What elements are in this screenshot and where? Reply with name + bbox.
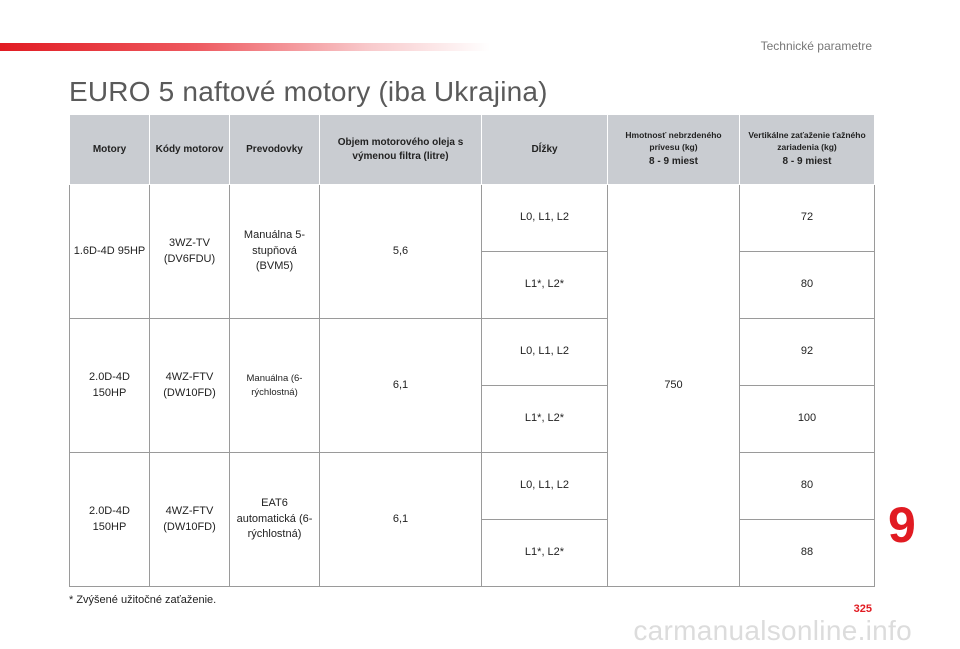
chapter-number: 9	[888, 497, 916, 553]
table-row: L1*, L2* 88	[70, 519, 875, 587]
header-nose-load-seats: 8 - 9 miest	[782, 156, 832, 168]
trailer-weight-cell: 750	[607, 184, 740, 587]
table-row: L1*, L2* 100	[70, 385, 875, 453]
length-cell: L0, L1, L2	[481, 184, 608, 252]
footnote: * Zvýšené užitočné zaťaženie.	[69, 594, 217, 606]
nose-load-cell: 88	[739, 519, 875, 587]
table-header-row: Motory Kódy motorov Prevodovky Objem mot…	[69, 114, 875, 185]
nose-load-cell: 80	[739, 251, 875, 319]
header-gearboxes: Prevodovky	[229, 114, 320, 185]
header-nose-load-label: Vertikálne zaťaženie ťažného zariadenia …	[748, 130, 866, 152]
header-nose-load: Vertikálne zaťaženie ťažného zariadenia …	[739, 114, 875, 185]
length-cell: L1*, L2*	[481, 519, 608, 587]
header-engines: Motory	[69, 114, 150, 185]
gearbox-cell: Manuálna (6-rýchlostná)	[229, 318, 320, 453]
header-lengths: Dĺžky	[481, 114, 608, 185]
engine-spec-table: Motory Kódy motorov Prevodovky Objem mot…	[69, 114, 875, 587]
engine-code-cell: 4WZ-FTV (DW10FD)	[149, 452, 230, 587]
section-title: Technické parametre	[760, 39, 872, 53]
nose-load-cell: 100	[739, 385, 875, 453]
header-oil: Objem motorového oleja s výmenou filtra …	[319, 114, 482, 185]
oil-capacity-cell: 5,6	[319, 184, 482, 319]
table-row: 1.6D-4D 95HP 3WZ-TV (DV6FDU) Manuálna 5-…	[69, 184, 875, 587]
nose-load-cell: 92	[739, 318, 875, 386]
table-row: L1*, L2* 80	[70, 251, 875, 319]
page-title: EURO 5 naftové motory (iba Ukrajina)	[69, 76, 548, 107]
table-row: 2.0D-4D 150HP 4WZ-FTV (DW10FD) Manuálna …	[69, 318, 875, 453]
engine-cell: 2.0D-4D 150HP	[69, 452, 150, 587]
header-trailer-label: Hmotnosť nebrzdeného prívesu (kg)	[625, 130, 722, 152]
page-number: 325	[853, 603, 872, 615]
engine-cell: 2.0D-4D 150HP	[69, 318, 150, 453]
oil-capacity-cell: 6,1	[319, 318, 482, 453]
gearbox-cell: EAT6 automatická (6-rýchlostná)	[229, 452, 320, 587]
header-accent-bar	[0, 43, 490, 51]
length-cell: L1*, L2*	[481, 385, 608, 453]
length-cell: L1*, L2*	[481, 251, 608, 319]
header-trailer: Hmotnosť nebrzdeného prívesu (kg) 8 - 9 …	[607, 114, 740, 185]
header-codes: Kódy motorov	[149, 114, 230, 185]
engine-code-cell: 3WZ-TV (DV6FDU)	[149, 184, 230, 319]
gearbox-cell: Manuálna 5-stupňová (BVM5)	[229, 184, 320, 319]
length-cell: L0, L1, L2	[481, 452, 608, 520]
engine-code-cell: 4WZ-FTV (DW10FD)	[149, 318, 230, 453]
nose-load-cell: 80	[739, 452, 875, 520]
table-row: 2.0D-4D 150HP 4WZ-FTV (DW10FD) EAT6 auto…	[69, 452, 875, 587]
engine-cell: 1.6D-4D 95HP	[69, 184, 150, 319]
oil-capacity-cell: 6,1	[319, 452, 482, 587]
watermark: carmanualsonline.info	[633, 615, 912, 646]
length-cell: L0, L1, L2	[481, 318, 608, 386]
nose-load-cell: 72	[739, 184, 875, 252]
header-trailer-seats: 8 - 9 miest	[649, 156, 698, 168]
